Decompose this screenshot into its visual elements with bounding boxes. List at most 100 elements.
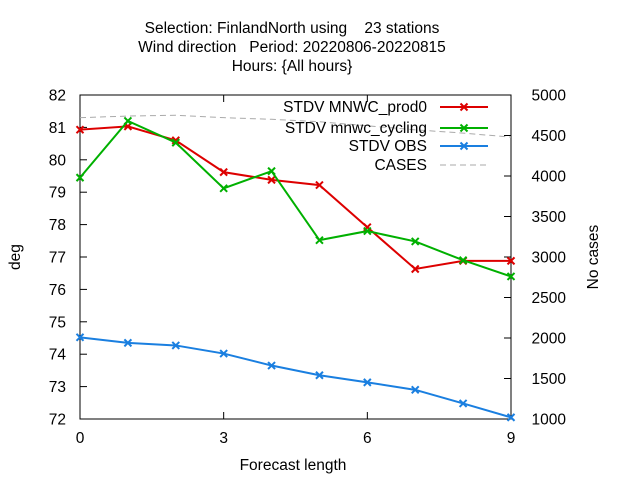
data-point-stroke [171, 341, 180, 350]
data-point-stroke [411, 237, 420, 246]
data-point [171, 138, 180, 147]
y-tick-label: 74 [49, 347, 67, 364]
y2-tick-label: 3000 [532, 250, 567, 267]
data-point-stroke [315, 180, 324, 190]
data-point [171, 136, 180, 145]
data-point [267, 166, 276, 176]
data-point [458, 399, 468, 408]
data-point-stroke [411, 264, 420, 274]
data-point-stroke [459, 141, 469, 151]
data-point [411, 264, 420, 274]
data-point-stroke [458, 256, 468, 265]
data-point [219, 184, 228, 193]
data-point [123, 116, 133, 126]
data-point-stroke [506, 256, 516, 266]
data-point [267, 361, 276, 370]
legend-item: STDV OBS [349, 138, 488, 155]
y2-tick-label: 2500 [532, 290, 567, 307]
x-axis-label: Forecast length [240, 457, 347, 474]
y2-tick-label: 5000 [532, 88, 567, 105]
data-point-stroke [75, 333, 85, 342]
y-tick-label: 78 [49, 217, 66, 234]
y2-tick-label: 3500 [532, 209, 567, 226]
data-point [219, 167, 228, 177]
data-point [315, 235, 324, 245]
data-point-stroke [123, 338, 133, 348]
data-point-stroke [219, 184, 228, 193]
legend-item: CASES [374, 157, 488, 174]
data-point-stroke [219, 167, 228, 177]
series-line [79, 336, 512, 419]
legend-label: STDV mnwc_cycling [285, 120, 427, 137]
series-line [79, 114, 512, 138]
x-tick-label: 3 [219, 430, 228, 447]
y2-tick-label: 1000 [532, 412, 567, 429]
chart-title: Selection: FinlandNorth using 23 station… [138, 20, 446, 75]
y-tick-label: 79 [49, 185, 66, 202]
data-point-stroke [75, 125, 85, 134]
series-group [75, 114, 516, 422]
data-point-stroke [171, 138, 180, 147]
data-point [459, 102, 469, 112]
data-point [75, 333, 85, 342]
x-tick-label: 6 [363, 430, 372, 447]
data-point [315, 371, 324, 380]
y2-tick-label: 2000 [532, 331, 567, 348]
axis-ticks: 0 3 6 9 72 73 74 75 76 77 78 79 80 81 82 1000 1500 2000 25… [49, 88, 567, 448]
y-tick-label: 73 [49, 379, 66, 396]
data-point [75, 125, 85, 134]
data-point-stroke [363, 226, 372, 236]
data-point-stroke [267, 361, 276, 370]
data-point-stroke [458, 399, 468, 408]
data-point [459, 141, 469, 151]
data-point-stroke [219, 349, 228, 358]
y-tick-label: 77 [49, 250, 66, 267]
data-point-stroke [506, 413, 516, 422]
data-point [458, 256, 468, 265]
series-line [79, 125, 511, 271]
data-point [506, 413, 516, 422]
data-point-stroke [267, 166, 276, 176]
y2-tick-label: 4000 [532, 169, 567, 186]
legend-label: STDV OBS [349, 138, 427, 155]
data-point-stroke [123, 116, 133, 126]
data-point-stroke [171, 136, 180, 145]
y-tick-label: 81 [49, 120, 66, 137]
y-tick-label: 82 [49, 88, 66, 105]
y2-tick-label: 1500 [532, 371, 567, 388]
data-point-stroke [75, 173, 85, 182]
data-point [411, 237, 420, 246]
data-point [315, 180, 324, 190]
data-point-stroke [267, 175, 276, 185]
data-point [363, 378, 372, 387]
series-line [79, 119, 512, 278]
data-point [411, 385, 420, 395]
data-point [75, 173, 85, 182]
y2-tick-label: 4500 [532, 128, 567, 145]
title-line-2: Wind direction Period: 20220806-20220815 [138, 39, 446, 56]
data-point-stroke [315, 235, 324, 245]
data-point [363, 226, 372, 236]
y-tick-label: 76 [49, 282, 66, 299]
y-axis-label: deg [7, 244, 24, 270]
legend-item: STDV mnwc_cycling [285, 120, 488, 137]
title-line-3: Hours: {All hours} [232, 58, 353, 75]
data-point-stroke [411, 385, 420, 395]
x-tick-label: 9 [507, 430, 516, 447]
data-point [171, 341, 180, 350]
y-tick-label: 75 [49, 314, 66, 331]
y2-axis-label: No cases [585, 224, 602, 289]
data-point-stroke [315, 371, 324, 380]
data-point-stroke [459, 123, 469, 133]
data-point [123, 338, 133, 348]
data-point-stroke [363, 378, 372, 387]
y-tick-label: 72 [49, 412, 66, 429]
y-tick-label: 80 [49, 152, 67, 169]
data-point [219, 349, 228, 358]
legend-label: CASES [374, 157, 427, 174]
data-point [506, 272, 516, 281]
data-point-stroke [506, 272, 516, 281]
title-line-1: Selection: FinlandNorth using 23 station… [145, 20, 440, 37]
